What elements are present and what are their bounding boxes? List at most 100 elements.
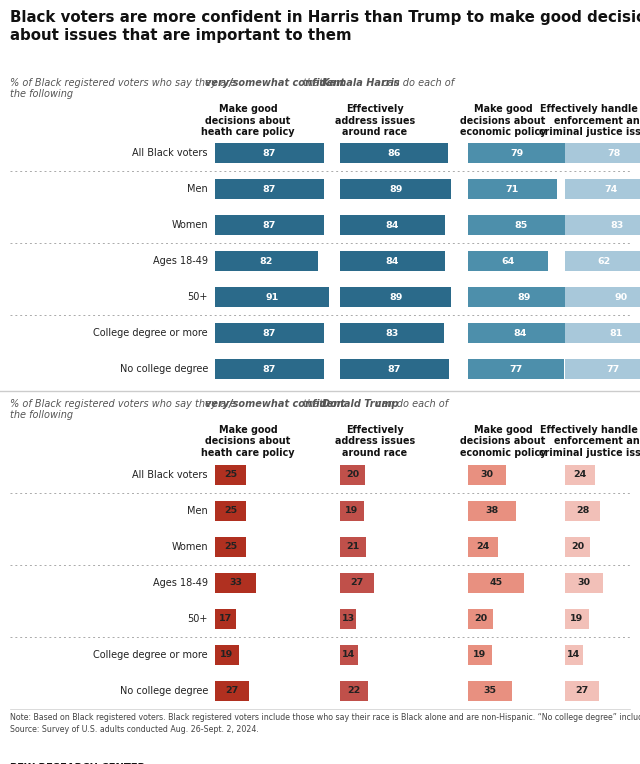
Text: 19: 19 [345,507,358,515]
Text: 86: 86 [387,148,401,157]
Text: 87: 87 [262,329,276,338]
Text: 81: 81 [609,329,622,338]
Text: Make good
decisions about
heath care policy: Make good decisions about heath care pol… [201,104,295,138]
Text: 33: 33 [229,578,242,588]
Text: very/somewhat confident: very/somewhat confident [205,399,345,409]
Text: 45: 45 [490,578,502,588]
Text: No college degree: No college degree [120,686,208,696]
Text: Black voters are more confident in Harris than Trump to make good decisions
abou: Black voters are more confident in Harri… [10,10,640,43]
Text: the following: the following [10,89,73,99]
Text: Men: Men [188,506,208,516]
Text: 19: 19 [570,614,584,623]
Text: 30: 30 [577,578,590,588]
Text: 17: 17 [219,614,232,623]
Bar [215,500,246,521]
Text: Effectively
address issues
around race: Effectively address issues around race [335,104,415,138]
Bar [340,251,445,271]
Text: 13: 13 [342,614,355,623]
Text: Effectively handle law
enforcement and
criminal justice issues: Effectively handle law enforcement and c… [540,104,640,138]
Text: 87: 87 [262,184,276,193]
Text: that: that [300,399,326,409]
Text: 25: 25 [224,507,237,515]
Bar [565,500,600,521]
Text: 50+: 50+ [188,292,208,302]
Text: 19: 19 [473,650,486,659]
Text: very/somewhat confident: very/somewhat confident [205,78,345,88]
Text: that: that [300,78,326,88]
Text: 38: 38 [485,507,499,515]
Text: 27: 27 [350,578,364,588]
Text: 91: 91 [265,293,278,302]
Bar [565,215,640,235]
Bar [340,573,374,593]
Text: 21: 21 [346,542,360,552]
Text: 74: 74 [605,184,618,193]
Text: Ages 18-49: Ages 18-49 [153,256,208,266]
Text: the following: the following [10,410,73,419]
Bar [468,537,498,557]
Bar [215,537,246,557]
Text: 27: 27 [575,686,589,695]
Text: 20: 20 [346,471,359,479]
Bar [468,215,574,235]
Bar [468,359,564,379]
Text: can do each of: can do each of [379,78,454,88]
Text: Women: Women [172,220,208,230]
Bar [215,215,324,235]
Text: Make good
decisions about
economic policy: Make good decisions about economic polic… [460,104,546,138]
Text: All Black voters: All Black voters [132,148,208,158]
Text: All Black voters: All Black voters [132,470,208,480]
Text: 77: 77 [607,364,620,374]
Text: Note: Based on Black registered voters. Black registered voters include those wh: Note: Based on Black registered voters. … [10,713,640,734]
Bar [340,359,449,379]
Bar [468,609,493,629]
Bar [340,323,444,343]
Bar [565,323,640,343]
Bar [215,681,249,701]
Bar [340,287,451,307]
Bar [215,573,256,593]
Text: can do each of: can do each of [373,399,448,409]
Text: Make good
decisions about
economic policy: Make good decisions about economic polic… [460,425,546,458]
Bar [215,251,317,271]
Text: Make good
decisions about
heath care policy: Make good decisions about heath care pol… [201,425,295,458]
Bar [565,609,589,629]
Bar [468,500,515,521]
Bar [215,359,324,379]
Text: 25: 25 [224,471,237,479]
Text: 64: 64 [501,257,515,266]
Text: 62: 62 [597,257,611,266]
Text: PEW RESEARCH CENTER: PEW RESEARCH CENTER [10,762,145,764]
Bar [340,537,366,557]
Bar [340,645,358,665]
Bar [565,573,602,593]
Text: 20: 20 [474,614,487,623]
Text: 25: 25 [224,542,237,552]
Bar [468,645,492,665]
Bar [340,143,447,163]
Bar [340,215,445,235]
Text: 20: 20 [571,542,584,552]
Text: Men: Men [188,184,208,194]
Bar [468,681,512,701]
Bar [565,465,595,485]
Text: 79: 79 [511,148,524,157]
Bar [340,609,356,629]
Bar [340,681,367,701]
Text: 87: 87 [262,364,276,374]
Text: 27: 27 [225,686,239,695]
Text: 24: 24 [573,471,587,479]
Bar [565,287,640,307]
Text: 89: 89 [389,184,403,193]
Text: 87: 87 [388,364,401,374]
Bar [468,323,573,343]
Bar [565,537,590,557]
Text: 28: 28 [576,507,589,515]
Bar [340,500,364,521]
Text: 89: 89 [389,293,403,302]
Text: 82: 82 [260,257,273,266]
Text: 71: 71 [506,184,519,193]
Bar [340,179,451,199]
Bar [468,251,548,271]
Text: College degree or more: College degree or more [93,650,208,660]
